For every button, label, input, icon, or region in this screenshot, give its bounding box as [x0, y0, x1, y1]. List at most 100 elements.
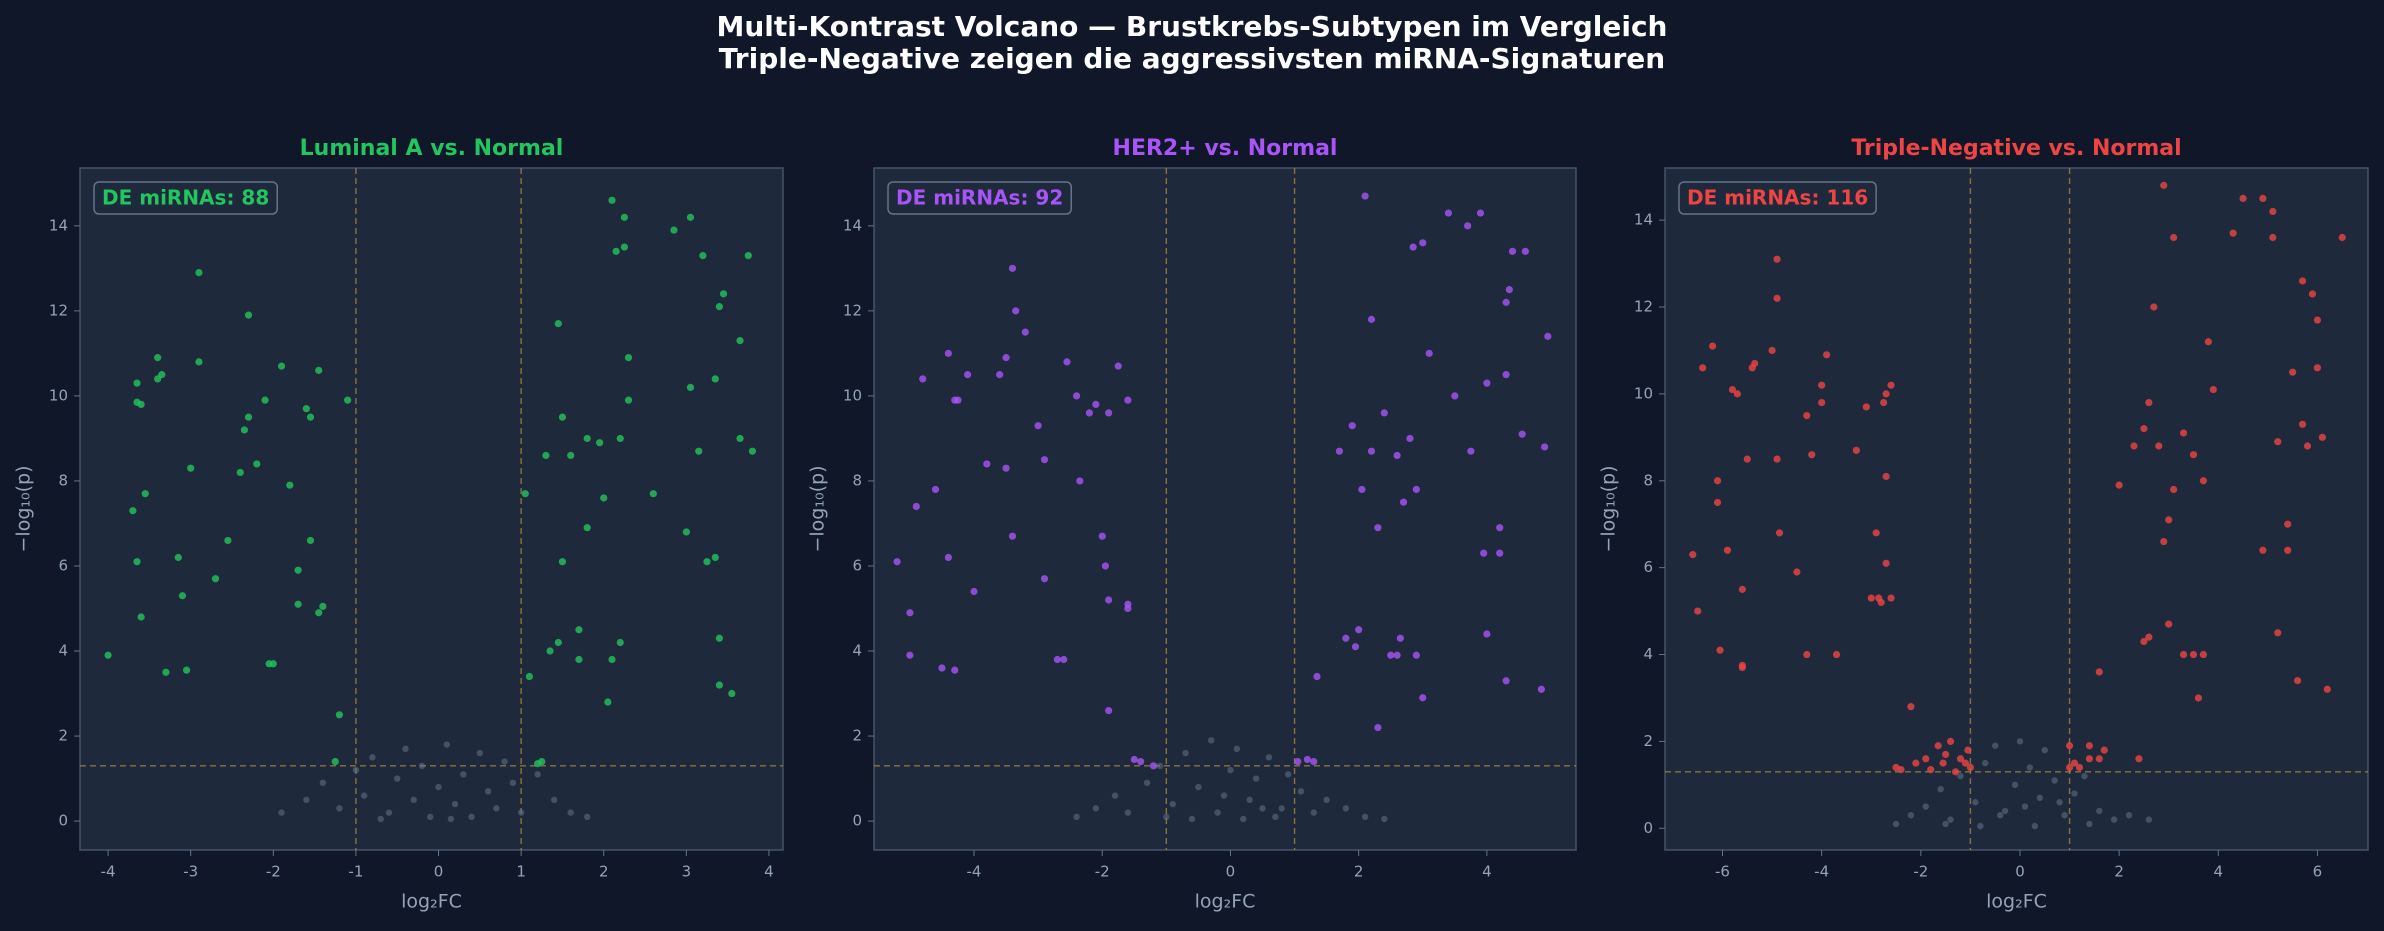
x-tick-label: 4 — [764, 863, 774, 881]
data-point — [1738, 661, 1746, 669]
data-point — [1387, 651, 1395, 659]
data-point — [1143, 779, 1151, 787]
data-point — [1335, 447, 1344, 455]
y-tick-label: 8 — [58, 471, 68, 489]
data-point — [178, 592, 187, 600]
data-point — [1034, 422, 1042, 430]
data-point — [944, 553, 952, 562]
data-point — [624, 354, 633, 362]
x-tick-label: 0 — [1226, 863, 1236, 881]
x-tick-label: 2 — [1354, 863, 1364, 881]
data-point — [1098, 532, 1106, 540]
data-point — [369, 754, 376, 761]
data-point — [1982, 759, 1989, 767]
data-point — [261, 396, 269, 404]
data-point — [315, 609, 323, 617]
data-point — [335, 711, 343, 719]
y-tick-label: 14 — [1634, 211, 1653, 229]
data-point — [600, 494, 608, 502]
y-tick-label: 14 — [843, 216, 862, 234]
data-point — [1476, 209, 1485, 217]
data-point — [2199, 650, 2208, 659]
data-point — [476, 749, 484, 757]
data-point — [1793, 568, 1801, 576]
data-point — [2110, 816, 2118, 823]
data-point — [906, 609, 914, 617]
data-point — [1053, 655, 1061, 664]
data-point — [1040, 575, 1049, 583]
data-point — [1723, 546, 1732, 554]
data-point — [394, 775, 401, 782]
data-point — [1355, 626, 1363, 634]
data-point — [294, 566, 302, 574]
data-point — [244, 311, 253, 319]
annotation-box — [1678, 181, 1877, 215]
data-point — [451, 800, 459, 808]
data-point — [583, 524, 591, 532]
data-point — [1713, 477, 1722, 485]
data-point — [1105, 409, 1113, 417]
data-point — [1852, 446, 1860, 454]
data-point — [1021, 328, 1029, 336]
data-point — [912, 502, 920, 511]
data-point — [211, 575, 220, 583]
data-point — [2051, 777, 2058, 784]
data-point — [1803, 650, 1811, 659]
data-point — [1832, 650, 1841, 659]
data-point — [1092, 805, 1100, 812]
data-point — [1937, 785, 1944, 793]
data-point — [1897, 766, 1905, 774]
data-point — [1101, 562, 1110, 570]
data-point — [2298, 277, 2307, 285]
data-point — [1502, 371, 1510, 379]
data-point — [1708, 342, 1717, 350]
data-point — [2269, 233, 2277, 242]
data-point — [1188, 815, 1196, 823]
data-point — [1012, 307, 1020, 315]
data-point — [1149, 762, 1158, 770]
data-point — [1518, 430, 1526, 438]
data-point — [1818, 398, 1826, 407]
data-point — [154, 354, 162, 362]
data-point — [2239, 194, 2247, 203]
data-point — [1907, 703, 1915, 711]
data-point — [1208, 737, 1215, 744]
data-point — [2016, 738, 2024, 745]
data-point — [1195, 783, 1202, 791]
data-point — [1409, 243, 1417, 251]
data-point — [1877, 598, 1885, 606]
data-point — [2199, 477, 2208, 485]
y-tick-label: 6 — [58, 556, 68, 574]
data-point — [1002, 464, 1010, 472]
data-point — [1163, 813, 1170, 821]
data-point — [584, 813, 591, 821]
data-point — [1303, 755, 1311, 764]
y-tick-label: 8 — [852, 471, 862, 489]
data-point — [1284, 771, 1292, 778]
data-point — [435, 783, 442, 791]
data-point — [2001, 807, 2009, 815]
annotation: DE miRNAs: 92 — [896, 186, 1063, 210]
data-point — [2313, 364, 2322, 372]
data-point — [575, 626, 583, 634]
data-point — [1483, 379, 1491, 387]
data-point — [1808, 451, 1816, 459]
data-point — [1310, 757, 1318, 766]
data-point — [1396, 634, 1404, 642]
data-point — [2100, 746, 2108, 754]
data-point — [1996, 812, 2004, 819]
data-point — [1297, 788, 1305, 795]
data-point — [1313, 672, 1321, 681]
data-point — [1246, 796, 1253, 804]
data-point — [1294, 757, 1302, 766]
data-point — [2179, 650, 2188, 659]
x-tick-label: -2 — [1095, 863, 1110, 881]
data-point — [460, 771, 467, 778]
data-point — [554, 320, 562, 328]
data-point — [2061, 812, 2068, 819]
y-tick-label: 2 — [852, 727, 862, 745]
data-point — [1060, 655, 1068, 664]
data-point — [1419, 239, 1427, 247]
y-tick-label: 0 — [852, 812, 862, 830]
data-point — [2323, 685, 2331, 693]
